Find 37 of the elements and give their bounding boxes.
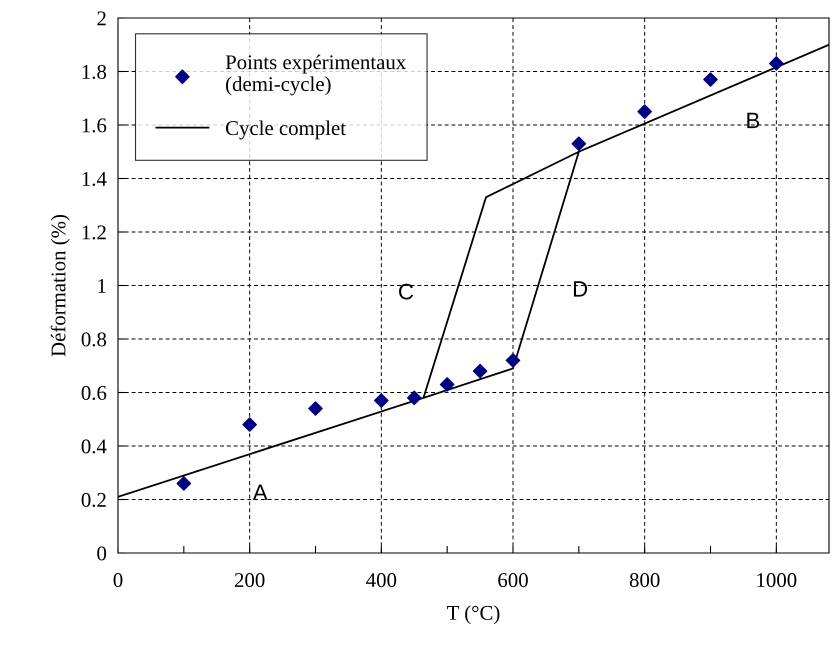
point [472, 364, 488, 378]
annotation: D [574, 281, 588, 297]
point [374, 393, 389, 408]
y-tick-label: 1.4 [82, 172, 107, 186]
y-tick-label: 0.8 [82, 332, 106, 347]
y-tick-label: 1.8 [82, 64, 106, 80]
point [242, 417, 257, 432]
point [176, 476, 192, 491]
point [308, 401, 323, 416]
x-tick-label: 200 [234, 573, 264, 588]
y-tick-label: 2 [97, 11, 106, 26]
x-axis-title: T (°C) [447, 605, 500, 624]
y-tick-label: 1.2 [82, 225, 106, 240]
legend-label: Cycle complet [226, 120, 346, 140]
point [572, 136, 586, 152]
y-tick-label: 0 [97, 546, 106, 560]
point [703, 72, 718, 87]
annotation: B [747, 112, 760, 128]
legend-label: Points expérimentaux (demi-cycle) [226, 54, 406, 96]
x-tick-label: 1000 [757, 573, 796, 588]
annotation: C [399, 284, 414, 300]
y-tick-label: 1 [98, 278, 106, 293]
point [637, 104, 652, 119]
x-tick-label: 400 [366, 573, 396, 588]
x-tick-label: 0 [114, 573, 122, 588]
y-tick-label: 0.6 [82, 386, 106, 400]
point [406, 390, 422, 406]
annotation: A [252, 484, 268, 500]
y-tick-label: 1.6 [82, 118, 106, 133]
y-axis-title: Déformation (%) [50, 214, 70, 356]
x-tick-label: 800 [630, 573, 660, 588]
x-tick-label: 600 [498, 573, 528, 588]
y-tick-label: 0.2 [82, 492, 106, 508]
point [506, 353, 520, 368]
y-tick-label: 0.4 [82, 439, 107, 454]
point [769, 56, 784, 71]
point [440, 377, 454, 392]
